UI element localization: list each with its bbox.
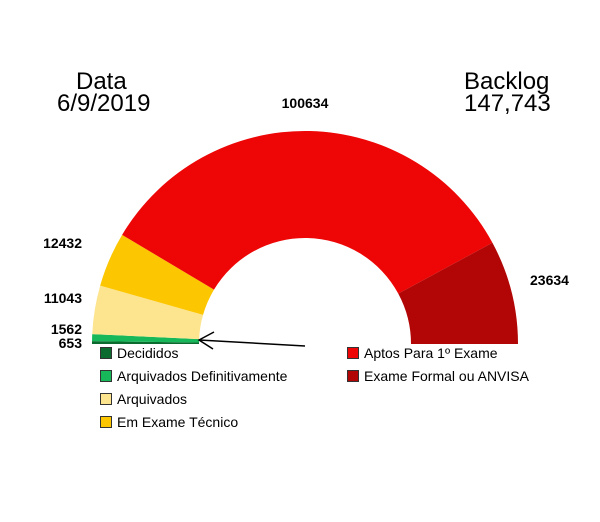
legend-item: Decididos — [100, 345, 178, 361]
legend-label: Arquivados — [117, 391, 187, 407]
backlog-value: 147,743 — [464, 92, 551, 116]
data-label-2: 11043 — [44, 290, 82, 306]
arrow-icon — [199, 332, 305, 349]
legend-swatch — [100, 393, 112, 405]
legend-item: Em Exame Técnico — [100, 414, 238, 430]
legend-label: Aptos Para 1º Exame — [364, 345, 498, 361]
data-label-0: 653 — [59, 335, 83, 351]
legend-swatch — [347, 370, 359, 382]
legend-label: Decididos — [117, 345, 178, 361]
legend-item: Arquivados Definitivamente — [100, 368, 287, 384]
date-value: 6/9/2019 — [57, 92, 150, 116]
legend-item: Exame Formal ou ANVISA — [347, 368, 529, 384]
data-label-1: 1562 — [51, 321, 82, 337]
legend-label: Em Exame Técnico — [117, 414, 238, 430]
legend-item: Aptos Para 1º Exame — [347, 345, 498, 361]
legend-swatch — [347, 347, 359, 359]
legend-label: Arquivados Definitivamente — [117, 368, 287, 384]
data-label-5: 23634 — [530, 272, 569, 288]
legend-swatch — [100, 370, 112, 382]
legend-swatch — [100, 347, 112, 359]
legend-swatch — [100, 416, 112, 428]
legend-item: Arquivados — [100, 391, 187, 407]
data-label-4: 100634 — [282, 95, 329, 111]
legend-label: Exame Formal ou ANVISA — [364, 368, 529, 384]
data-label-3: 12432 — [43, 235, 82, 251]
